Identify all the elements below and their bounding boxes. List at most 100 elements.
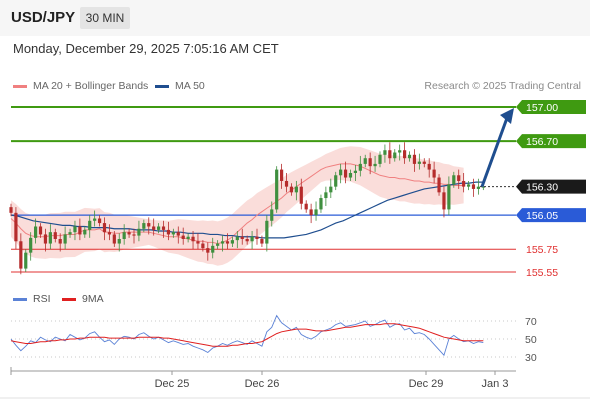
rsi-swatch bbox=[13, 298, 27, 301]
candle-body bbox=[225, 241, 230, 244]
price-tag-157.00: 157.00 bbox=[516, 100, 586, 114]
candle bbox=[388, 142, 392, 164]
candle bbox=[442, 186, 446, 218]
price-tag-156.70: 156.70 bbox=[516, 134, 586, 149]
candle-body bbox=[97, 218, 102, 224]
candle-body bbox=[324, 192, 328, 199]
candle bbox=[270, 201, 274, 227]
candle bbox=[265, 215, 269, 252]
candle bbox=[166, 221, 171, 241]
candle-body bbox=[270, 209, 274, 221]
timeframe-badge[interactable]: 30 MIN bbox=[80, 7, 130, 29]
candle-body bbox=[403, 150, 407, 159]
price-tag-156.05-text: 156.05 bbox=[526, 210, 558, 222]
candle-body bbox=[304, 203, 308, 210]
rsi-label: RSI bbox=[33, 293, 51, 305]
candle-body bbox=[171, 232, 175, 235]
candle-body bbox=[107, 232, 111, 235]
candle-body bbox=[191, 236, 195, 242]
candle-body bbox=[334, 175, 338, 187]
candle bbox=[339, 163, 343, 184]
candle-body bbox=[157, 226, 161, 230]
candle-body bbox=[14, 212, 18, 242]
candle-body bbox=[142, 223, 146, 229]
candle-body bbox=[58, 239, 62, 244]
rsi-tick-30: 30 bbox=[525, 352, 537, 364]
candle-body bbox=[466, 184, 471, 187]
candle-body bbox=[68, 232, 72, 235]
candle bbox=[437, 174, 441, 196]
header-bar: USD/JPY 30 MIN bbox=[0, 0, 590, 36]
forecast-arrow-head bbox=[500, 108, 514, 124]
candle bbox=[63, 226, 67, 250]
candle-body bbox=[255, 236, 259, 239]
candle-body bbox=[422, 161, 426, 164]
price-label-155.55: 155.55 bbox=[526, 267, 558, 279]
candle bbox=[403, 142, 407, 164]
candle-body bbox=[309, 209, 313, 216]
candle-body bbox=[216, 243, 220, 246]
forecast-arrow-shaft bbox=[480, 117, 509, 188]
candle-body bbox=[447, 184, 451, 210]
candle-body bbox=[29, 237, 33, 253]
candle-body bbox=[201, 243, 205, 249]
candle bbox=[19, 233, 23, 275]
candle-body bbox=[471, 184, 476, 189]
candle bbox=[260, 235, 264, 247]
candle-body bbox=[240, 236, 244, 239]
candle-body bbox=[127, 232, 131, 235]
price-tag-157.00-text: 157.00 bbox=[526, 102, 558, 114]
candle bbox=[294, 180, 298, 201]
candle bbox=[225, 233, 230, 250]
candle bbox=[196, 233, 200, 250]
candle-body bbox=[373, 163, 377, 167]
price-tag-156.05: 156.05 bbox=[516, 208, 586, 223]
candle bbox=[157, 223, 161, 234]
candle-body bbox=[353, 170, 357, 173]
candle bbox=[181, 227, 185, 245]
candle-body bbox=[442, 192, 446, 210]
candle bbox=[289, 183, 294, 196]
timestamp: Monday, December 29, 2025 7:05:16 AM CET bbox=[13, 41, 279, 56]
candle bbox=[476, 178, 480, 195]
candle bbox=[58, 233, 62, 252]
candle bbox=[127, 228, 131, 238]
candle-body bbox=[83, 229, 87, 235]
candle-body bbox=[63, 234, 67, 244]
price-label-155.75: 155.75 bbox=[526, 244, 558, 256]
candle bbox=[329, 178, 333, 199]
candle-body bbox=[102, 223, 107, 233]
ma9-swatch bbox=[62, 298, 76, 301]
candle bbox=[299, 178, 303, 210]
candles bbox=[9, 142, 485, 275]
candle-body bbox=[181, 235, 185, 239]
candle-body bbox=[137, 228, 141, 236]
x-tick-label-Dec 29: Dec 29 bbox=[409, 378, 444, 390]
candle-body bbox=[112, 234, 116, 244]
candle bbox=[447, 176, 451, 216]
candle-body bbox=[368, 158, 372, 167]
rsi-9ma-line bbox=[10, 323, 484, 347]
candle-body bbox=[38, 226, 43, 235]
candle bbox=[407, 151, 412, 162]
candle bbox=[245, 235, 249, 245]
candle-body bbox=[250, 236, 254, 242]
candle bbox=[88, 215, 92, 238]
candle-body bbox=[260, 239, 264, 244]
candle bbox=[34, 218, 38, 244]
candle-body bbox=[48, 232, 52, 244]
candle bbox=[240, 228, 244, 245]
candle-body bbox=[427, 163, 431, 170]
candle-body bbox=[383, 150, 387, 155]
candle-body bbox=[398, 150, 402, 153]
candle bbox=[398, 144, 402, 161]
candle bbox=[107, 224, 111, 241]
candle bbox=[78, 218, 82, 241]
last-price-tag: 156.30 bbox=[516, 179, 586, 194]
candle-body bbox=[348, 173, 353, 178]
candle bbox=[216, 240, 220, 250]
candle bbox=[176, 226, 180, 244]
candle bbox=[48, 224, 52, 250]
candle-body bbox=[88, 220, 92, 230]
